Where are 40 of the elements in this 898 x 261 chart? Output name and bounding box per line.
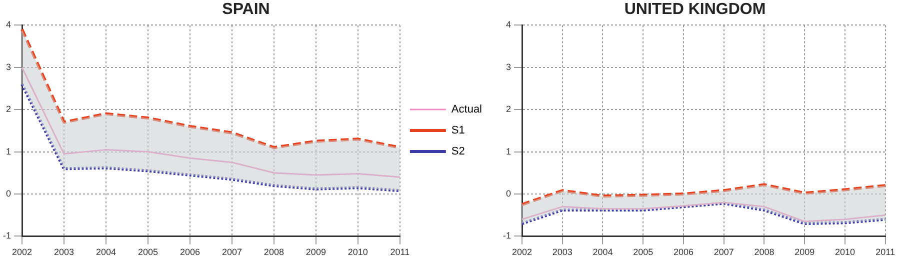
- x-tick-label: 2005: [138, 247, 158, 258]
- y-tick-label: -1: [2, 230, 11, 241]
- x-tick-label: 2003: [54, 247, 74, 258]
- y-tick-label: -1: [502, 230, 511, 241]
- y-tick-label: 4: [6, 20, 11, 30]
- x-tick-label: 2011: [390, 247, 410, 258]
- x-tick-label: 2010: [348, 247, 368, 258]
- line-series: [520, 183, 887, 206]
- x-tick-label: 2011: [876, 247, 896, 258]
- line-series: [20, 82, 402, 192]
- x-tick-label: 2002: [12, 247, 32, 258]
- y-tick-label: 4: [506, 20, 511, 30]
- x-tick-label: 2009: [306, 247, 326, 258]
- x-tick-label: 2004: [592, 247, 613, 258]
- chart-title: UNITED KINGDOM: [624, 1, 766, 18]
- legend-label: S2: [451, 146, 465, 158]
- y-tick-label: 2: [6, 104, 11, 114]
- line-series: [20, 28, 402, 150]
- legend-label: S1: [451, 124, 465, 137]
- x-tick-label: 2003: [552, 247, 572, 258]
- x-tick-label: 2007: [714, 247, 734, 258]
- x-tick-label: 2005: [633, 247, 654, 258]
- x-tick-label: 2004: [96, 247, 116, 258]
- x-tick-label: 2010: [834, 247, 855, 258]
- y-tick-label: 1: [506, 146, 511, 156]
- x-tick-label: 2009: [794, 247, 815, 258]
- x-tick-label: 2007: [222, 247, 242, 258]
- y-tick-label: 1: [6, 146, 11, 156]
- y-tick-label: 3: [6, 62, 11, 72]
- x-tick-label: 2006: [180, 247, 200, 258]
- legend-label: Actual: [451, 104, 482, 116]
- x-tick-label: 2006: [673, 247, 694, 258]
- y-tick-label: 2: [506, 104, 511, 114]
- x-tick-label: 2008: [754, 247, 774, 258]
- y-tick-label: 3: [506, 62, 511, 72]
- y-tick-label: 0: [6, 188, 11, 198]
- chart-title: SPAIN: [222, 1, 270, 18]
- x-tick-label: 2002: [512, 247, 532, 258]
- x-tick-label: 2008: [264, 247, 284, 258]
- y-tick-label: 0: [506, 188, 511, 198]
